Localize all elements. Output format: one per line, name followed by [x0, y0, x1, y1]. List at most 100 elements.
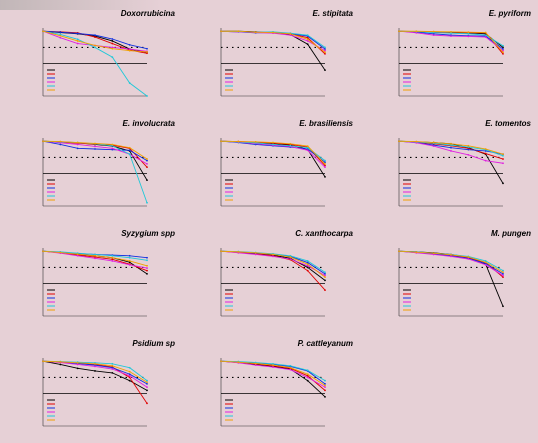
point: [450, 254, 452, 256]
point: [129, 44, 131, 46]
panel-title: E. stipitata: [313, 9, 354, 18]
point: [415, 141, 417, 143]
point: [77, 367, 79, 369]
point: [129, 375, 131, 377]
point: [502, 51, 504, 53]
point: [324, 48, 326, 50]
point: [59, 364, 61, 366]
point: [467, 258, 469, 260]
point: [307, 34, 309, 36]
point: [324, 160, 326, 162]
point: [129, 257, 131, 259]
point: [146, 48, 148, 50]
point: [146, 202, 148, 204]
point: [255, 141, 257, 143]
point: [467, 36, 469, 38]
point: [77, 38, 79, 40]
point: [255, 254, 257, 256]
point: [129, 371, 131, 373]
point: [94, 255, 96, 257]
point: [94, 47, 96, 49]
point: [42, 250, 44, 252]
point: [307, 149, 309, 151]
point: [289, 33, 291, 35]
point: [485, 34, 487, 36]
point: [324, 47, 326, 49]
point: [398, 250, 400, 252]
background: [0, 0, 538, 443]
point: [502, 162, 504, 164]
point: [307, 380, 309, 382]
point: [272, 256, 274, 258]
point: [129, 373, 131, 375]
point: [502, 155, 504, 157]
point: [450, 150, 452, 152]
point: [77, 147, 79, 149]
point: [220, 360, 222, 362]
point: [467, 149, 469, 151]
point: [94, 146, 96, 148]
point: [324, 276, 326, 278]
point: [433, 34, 435, 36]
point: [146, 95, 148, 97]
point: [146, 267, 148, 269]
point: [129, 264, 131, 266]
point: [59, 35, 61, 37]
point: [272, 254, 274, 256]
point: [146, 383, 148, 385]
point: [502, 45, 504, 47]
point: [77, 144, 79, 146]
point: [42, 30, 44, 32]
point: [307, 260, 309, 262]
point: [502, 273, 504, 275]
point: [485, 148, 487, 150]
point: [324, 273, 326, 275]
point: [467, 33, 469, 35]
point: [433, 145, 435, 147]
point: [146, 402, 148, 404]
point: [485, 264, 487, 266]
point: [324, 289, 326, 291]
point: [77, 33, 79, 35]
point: [146, 389, 148, 391]
point: [129, 149, 131, 151]
point: [59, 31, 61, 33]
point: [111, 56, 113, 58]
point: [111, 372, 113, 374]
point: [289, 145, 291, 147]
point: [77, 40, 79, 42]
point: [129, 48, 131, 50]
point: [324, 279, 326, 281]
point: [255, 363, 257, 365]
point: [324, 383, 326, 385]
point: [94, 366, 96, 368]
point: [272, 32, 274, 34]
point: [111, 365, 113, 367]
point: [272, 364, 274, 366]
point: [77, 142, 79, 144]
point: [324, 396, 326, 398]
point: [324, 51, 326, 53]
point: [415, 251, 417, 253]
point: [324, 163, 326, 165]
point: [450, 35, 452, 37]
point: [502, 182, 504, 184]
point: [129, 377, 131, 379]
point: [324, 166, 326, 168]
figure: DoxorrubicinaE. stipitataE. pyriformE. i…: [0, 0, 538, 443]
point: [324, 385, 326, 387]
point: [59, 141, 61, 143]
point: [94, 143, 96, 145]
point: [129, 147, 131, 149]
point: [324, 69, 326, 71]
point: [59, 361, 61, 363]
point: [324, 386, 326, 388]
point: [272, 366, 274, 368]
point: [111, 257, 113, 259]
point: [307, 262, 309, 264]
point: [111, 147, 113, 149]
point: [502, 271, 504, 273]
point: [94, 36, 96, 38]
point: [502, 153, 504, 155]
point: [415, 30, 417, 32]
